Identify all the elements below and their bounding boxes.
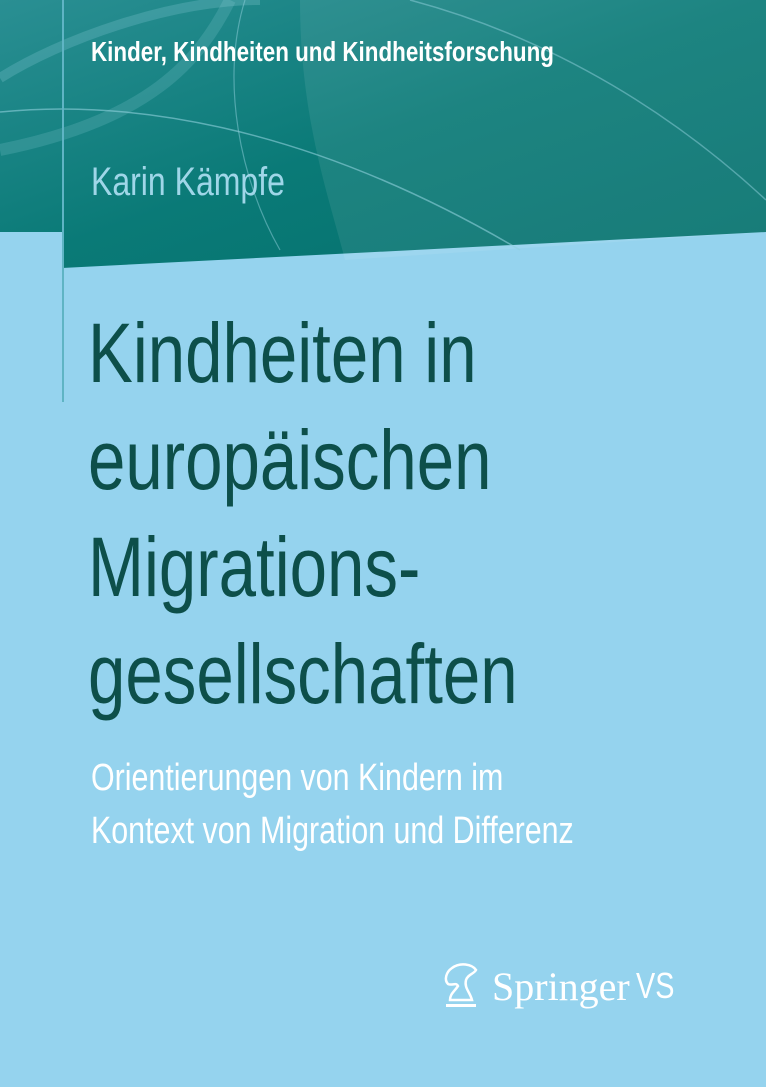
subtitle-line: Orientierungen von Kindern im: [91, 757, 504, 799]
book-title: Kindheiten in europäischen Migrations- g…: [88, 300, 625, 728]
publisher-imprint: VS: [635, 965, 675, 1006]
publisher-logo: Springer VS: [442, 962, 684, 1010]
author-text: Karin Kämpfe: [91, 160, 285, 204]
knight-horse-icon: [444, 963, 478, 1007]
title-line: europäischen: [88, 413, 492, 507]
cover-header-band: [0, 0, 766, 268]
title-line: Kindheiten in: [88, 306, 477, 400]
series-title: Kinder, Kindheiten und Kindheitsforschun…: [91, 36, 670, 68]
series-text: Kinder, Kindheiten und Kindheitsforschun…: [91, 36, 554, 67]
vertical-rule: [62, 0, 64, 402]
title-line: gesellschaften: [88, 627, 518, 721]
author-name: Karin Kämpfe: [91, 160, 333, 205]
book-subtitle: Orientierungen von Kindern im Kontext vo…: [91, 752, 694, 858]
title-line: Migrations-: [88, 520, 421, 614]
publisher-name: Springer: [492, 963, 630, 1009]
subtitle-line: Kontext von Migration und Differenz: [91, 810, 574, 852]
